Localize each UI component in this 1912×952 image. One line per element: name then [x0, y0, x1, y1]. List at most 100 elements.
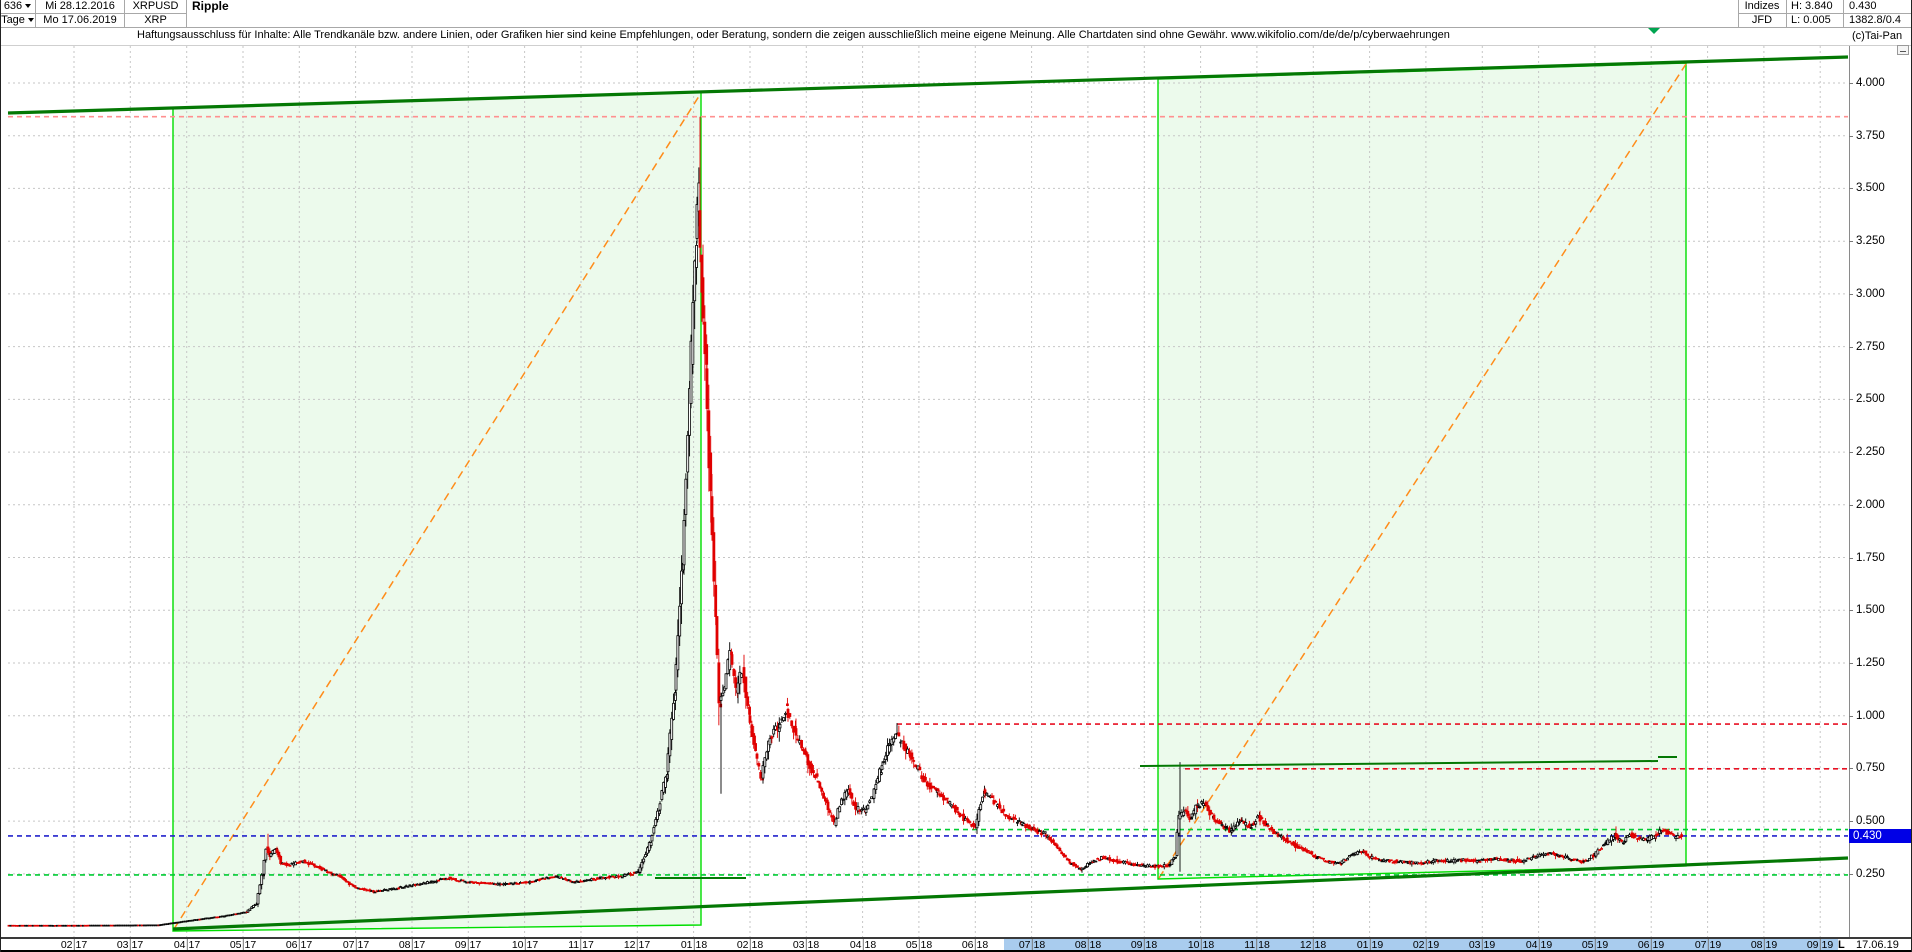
x-axis-tick	[1031, 939, 1033, 951]
x-axis-label: 06 17	[285, 939, 313, 951]
minimize-button[interactable]	[1897, 45, 1909, 55]
x-axis-tick	[580, 939, 582, 951]
x-axis-tick	[1256, 939, 1258, 951]
x-axis-tick	[467, 939, 469, 951]
x-axis-tick	[1312, 939, 1314, 951]
candles-layer	[7, 116, 1683, 927]
y-axis-label: 3.750	[1856, 130, 1885, 142]
x-axis-label: 04 17	[173, 939, 201, 951]
current-price-badge: 0.430	[1849, 829, 1912, 843]
y-axis-label: 3.250	[1856, 235, 1885, 247]
x-axis-label: 03 17	[116, 939, 144, 951]
period-dropdown[interactable]: Tage	[0, 14, 35, 27]
x-axis-tick	[411, 939, 413, 951]
y-axis-tick	[1849, 716, 1853, 717]
symbol-label: XRPUSD	[132, 0, 179, 12]
date-to-field[interactable]: Mo 17.06.2019	[43, 14, 117, 26]
x-axis-tick	[1819, 939, 1821, 951]
green-arrow-marker-icon	[1648, 28, 1660, 34]
y-axis-tick	[1849, 505, 1853, 506]
y-axis-label: 2.500	[1856, 393, 1885, 405]
y-axis-tick	[1849, 768, 1853, 769]
y-axis-label: 3.000	[1856, 288, 1885, 300]
y-axis-label: 1.500	[1856, 604, 1885, 616]
x-axis-tick	[1369, 939, 1371, 951]
x-axis-tick	[1707, 939, 1709, 951]
last-bar-marker: L	[1838, 939, 1845, 951]
trend-channel-fills	[173, 63, 1686, 931]
x-axis-tick	[1143, 939, 1145, 951]
y-axis-label: 2.750	[1856, 341, 1885, 353]
x-axis-tick	[1538, 939, 1540, 951]
x-axis-tick	[693, 939, 695, 951]
y-axis-tick	[1849, 558, 1853, 559]
x-axis-tick	[1087, 939, 1089, 951]
x-axis-tick	[1763, 939, 1765, 951]
x-axis-label: 11 17	[568, 939, 594, 951]
x-axis-label: 08 18	[1074, 939, 1102, 951]
x-axis-label: 08 19	[1750, 939, 1778, 951]
category-label: Indizes	[1744, 0, 1780, 12]
last-price: 0.430	[1849, 0, 1877, 12]
x-axis-label: 09 17	[454, 939, 482, 951]
y-axis-line[interactable]	[1849, 46, 1850, 937]
x-axis-tick	[749, 939, 751, 951]
x-axis-label: 05 18	[905, 939, 933, 951]
x-axis-label: 02 18	[736, 939, 764, 951]
header-divider	[1738, 13, 1912, 14]
x-axis-label: 03 19	[1468, 939, 1496, 951]
minus-icon	[1900, 51, 1906, 52]
gridlines-layer	[8, 46, 1848, 937]
y-axis-label: 1.750	[1856, 552, 1885, 564]
x-axis-label: 06 18	[961, 939, 989, 951]
x-axis-label: 07 19	[1694, 939, 1722, 951]
x-axis-tick	[805, 939, 807, 951]
x-axis-label: 08 17	[398, 939, 426, 951]
x-axis-label: 04 19	[1525, 939, 1553, 951]
y-axis-label: 3.500	[1856, 182, 1885, 194]
y-axis-tick	[1849, 452, 1853, 453]
x-axis-label: 04 18	[849, 939, 877, 951]
x-axis-tick	[298, 939, 300, 951]
x-axis-tick	[1481, 939, 1483, 951]
y-axis-tick	[1849, 821, 1853, 822]
y-axis-tick	[1849, 188, 1853, 189]
x-axis-label: 03 18	[792, 939, 820, 951]
x-axis-label: 06 19	[1637, 939, 1665, 951]
y-axis-tick	[1849, 399, 1853, 400]
x-axis-label: 02 17	[60, 939, 88, 951]
y-axis-tick	[1849, 294, 1853, 295]
copyright-label: (c)Tai-Pan	[1852, 30, 1903, 42]
disclaimer-text: Haftungsausschluss für Inhalte: Alle Tre…	[137, 29, 1450, 41]
x-axis-tick	[129, 939, 131, 951]
instrument-name: Ripple	[192, 0, 229, 13]
date-from-field[interactable]: Mi 28.12.2016	[45, 0, 115, 12]
y-axis-tick	[1849, 241, 1853, 242]
x-axis-tick	[918, 939, 920, 951]
volume-info: 1382.8/0.4	[1849, 14, 1901, 26]
x-axis-tick	[1594, 939, 1596, 951]
feed-label: JFD	[1751, 14, 1773, 26]
x-axis-tick	[355, 939, 357, 951]
x-axis-label: 05 17	[229, 939, 257, 951]
x-axis-tick	[524, 939, 526, 951]
x-axis-label: 09 18	[1130, 939, 1158, 951]
chevron-down-icon	[27, 18, 34, 23]
window-border	[0, 950, 1912, 952]
header-divider	[0, 13, 186, 14]
x-axis-label: 02 19	[1412, 939, 1440, 951]
y-axis-tick	[1849, 347, 1853, 348]
period-low: L: 0.005	[1791, 14, 1831, 26]
x-axis-label: 05 19	[1581, 939, 1609, 951]
trendlines-layer[interactable]	[7, 55, 1849, 931]
x-axis-label: 07 17	[342, 939, 370, 951]
x-axis-tick	[186, 939, 188, 951]
header-divider	[186, 0, 187, 27]
x-axis-tick	[1200, 939, 1202, 951]
x-axis-tick	[73, 939, 75, 951]
x-axis-label: 01 18	[680, 939, 708, 951]
bars-count-dropdown[interactable]: 636	[0, 0, 35, 13]
x-axis-label: 07 18	[1018, 939, 1046, 951]
